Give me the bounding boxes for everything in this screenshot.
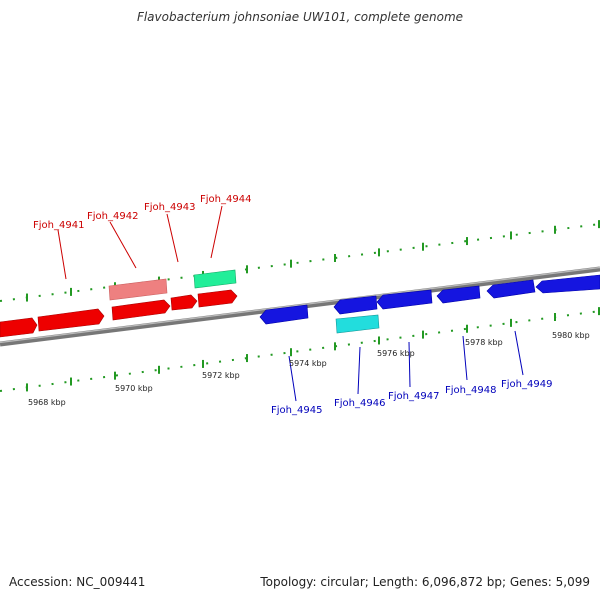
- kbp-tick-labels: 5968 kbp 5970 kbp 5972 kbp 5974 kbp 5976…: [28, 331, 590, 407]
- forward-label-leaders: [57, 205, 223, 280]
- kbp-label-5980: 5980 kbp: [552, 331, 590, 340]
- genome-backbone-highlight: [0, 266, 600, 344]
- gene-label-fjoh-4943[interactable]: Fjoh_4943: [144, 202, 195, 213]
- gene-label-fjoh-4944[interactable]: Fjoh_4944: [200, 194, 251, 205]
- gene-label-fjoh-4948[interactable]: Fjoh_4948: [445, 385, 496, 396]
- reverse-genes: [259, 274, 600, 334]
- kbp-label-5968: 5968 kbp: [28, 398, 66, 407]
- gene-label-fjoh-4946[interactable]: Fjoh_4946: [334, 398, 385, 409]
- gene-arrow-fjoh-4942b[interactable]: [111, 299, 171, 321]
- gene-label-fjoh-4947[interactable]: Fjoh_4947: [388, 391, 439, 402]
- gene-arrow-fjoh-4945[interactable]: [259, 304, 309, 325]
- gene-label-fjoh-4942[interactable]: Fjoh_4942: [87, 211, 138, 222]
- forward-genes: [0, 269, 238, 338]
- rna-fjoh-4946[interactable]: [335, 314, 380, 334]
- gene-arrow-fjoh-4950[interactable]: [535, 274, 600, 294]
- gene-arrow-fjoh-4948[interactable]: [436, 285, 481, 304]
- gene-arrow-fjoh-4943[interactable]: [170, 294, 198, 311]
- gene-arrow-fjoh-4940[interactable]: [0, 317, 38, 338]
- kbp-label-5978: 5978 kbp: [465, 338, 503, 347]
- reverse-gene-labels: Fjoh_4945 Fjoh_4946 Fjoh_4947 Fjoh_4948 …: [271, 379, 552, 416]
- gene-arrow-fjoh-4944[interactable]: [197, 289, 238, 308]
- gene-label-fjoh-4949[interactable]: Fjoh_4949: [501, 379, 552, 390]
- kbp-label-5974: 5974 kbp: [289, 359, 327, 368]
- genome-stats-text: Topology: circular; Length: 6,096,872 bp…: [260, 575, 590, 589]
- gene-arrow-fjoh-4941[interactable]: [37, 308, 105, 332]
- accession-text: Accession: NC_009441: [9, 575, 146, 589]
- kbp-label-5972: 5972 kbp: [202, 371, 240, 380]
- gene-arrow-fjoh-4942[interactable]: [108, 278, 168, 301]
- map-title: Flavobacterium johnsoniae UW101, complet…: [136, 10, 464, 24]
- reverse-strand-major-ticks: [26, 307, 600, 392]
- kbp-label-5976: 5976 kbp: [377, 349, 415, 358]
- kbp-label-5970: 5970 kbp: [115, 384, 153, 393]
- reverse-label-leaders: [288, 330, 524, 402]
- gene-arrow-fjoh-4946[interactable]: [333, 295, 378, 315]
- forward-gene-labels: Fjoh_4941 Fjoh_4942 Fjoh_4943 Fjoh_4944: [33, 194, 251, 231]
- gene-label-fjoh-4941[interactable]: Fjoh_4941: [33, 220, 84, 231]
- gene-arrow-fjoh-4949[interactable]: [486, 279, 536, 299]
- gene-label-fjoh-4945[interactable]: Fjoh_4945: [271, 405, 322, 416]
- gene-arrow-fjoh-4947[interactable]: [376, 289, 433, 310]
- rna-fjoh-4944[interactable]: [193, 269, 237, 289]
